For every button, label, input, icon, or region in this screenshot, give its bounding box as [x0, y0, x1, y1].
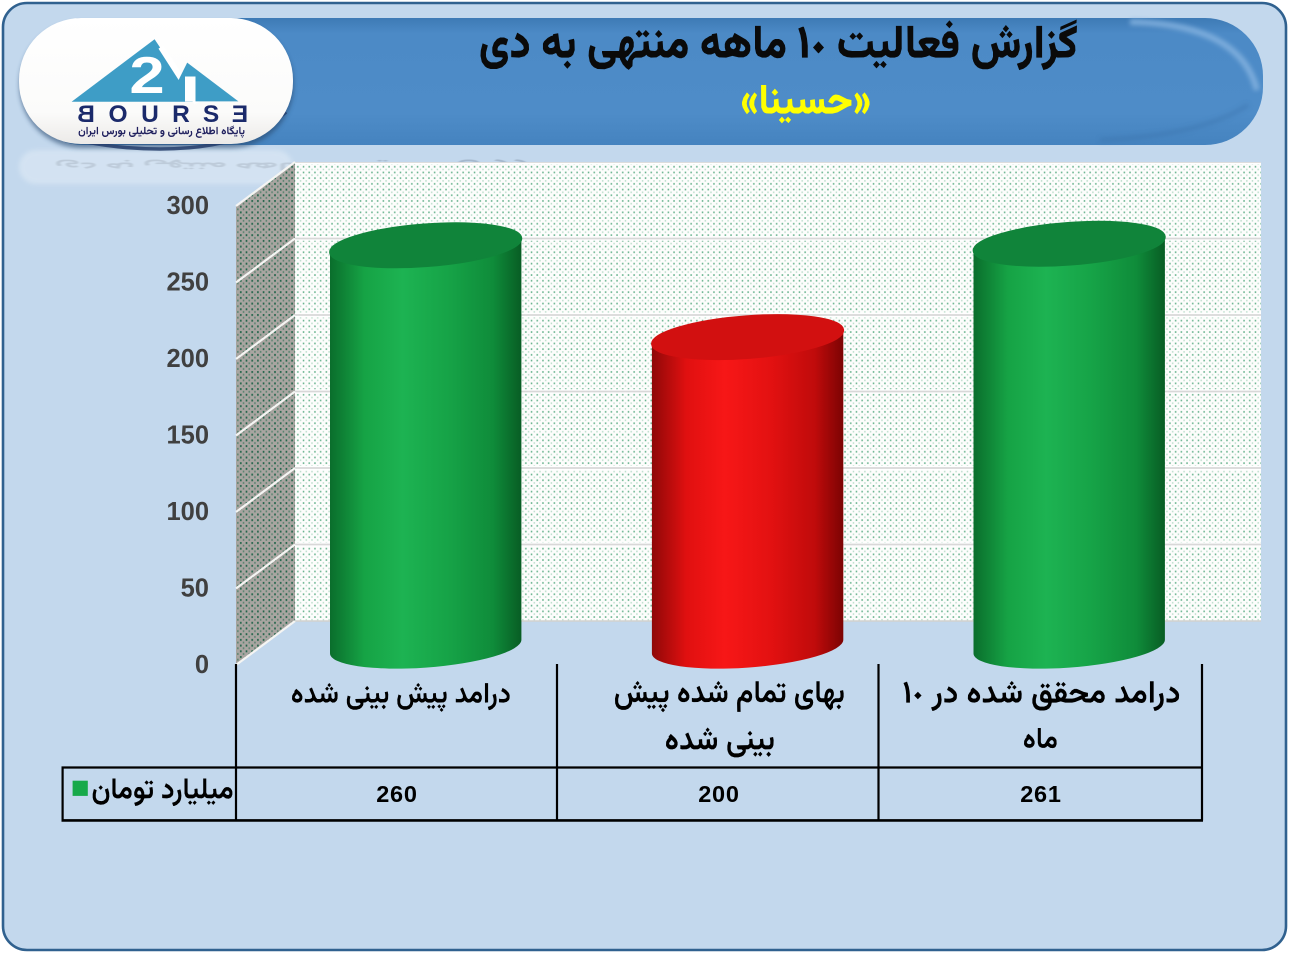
svg-text:200: 200 — [166, 345, 209, 373]
svg-text:O: O — [108, 101, 127, 128]
svg-text:0: 0 — [195, 651, 209, 679]
svg-text:250: 250 — [166, 269, 209, 297]
svg-text:50: 50 — [181, 575, 209, 603]
svg-text:R: R — [172, 101, 190, 128]
svg-text:260: 260 — [376, 781, 418, 807]
svg-text:200: 200 — [698, 781, 740, 807]
svg-text:261: 261 — [1020, 781, 1062, 807]
svg-text:E: E — [232, 101, 248, 128]
svg-text:S: S — [203, 101, 219, 128]
svg-text:150: 150 — [166, 422, 209, 450]
svg-text:300: 300 — [166, 192, 209, 220]
svg-text:B: B — [77, 101, 95, 128]
svg-text:2: 2 — [129, 46, 164, 104]
svg-text:U: U — [141, 101, 159, 128]
svg-text:100: 100 — [166, 498, 209, 526]
